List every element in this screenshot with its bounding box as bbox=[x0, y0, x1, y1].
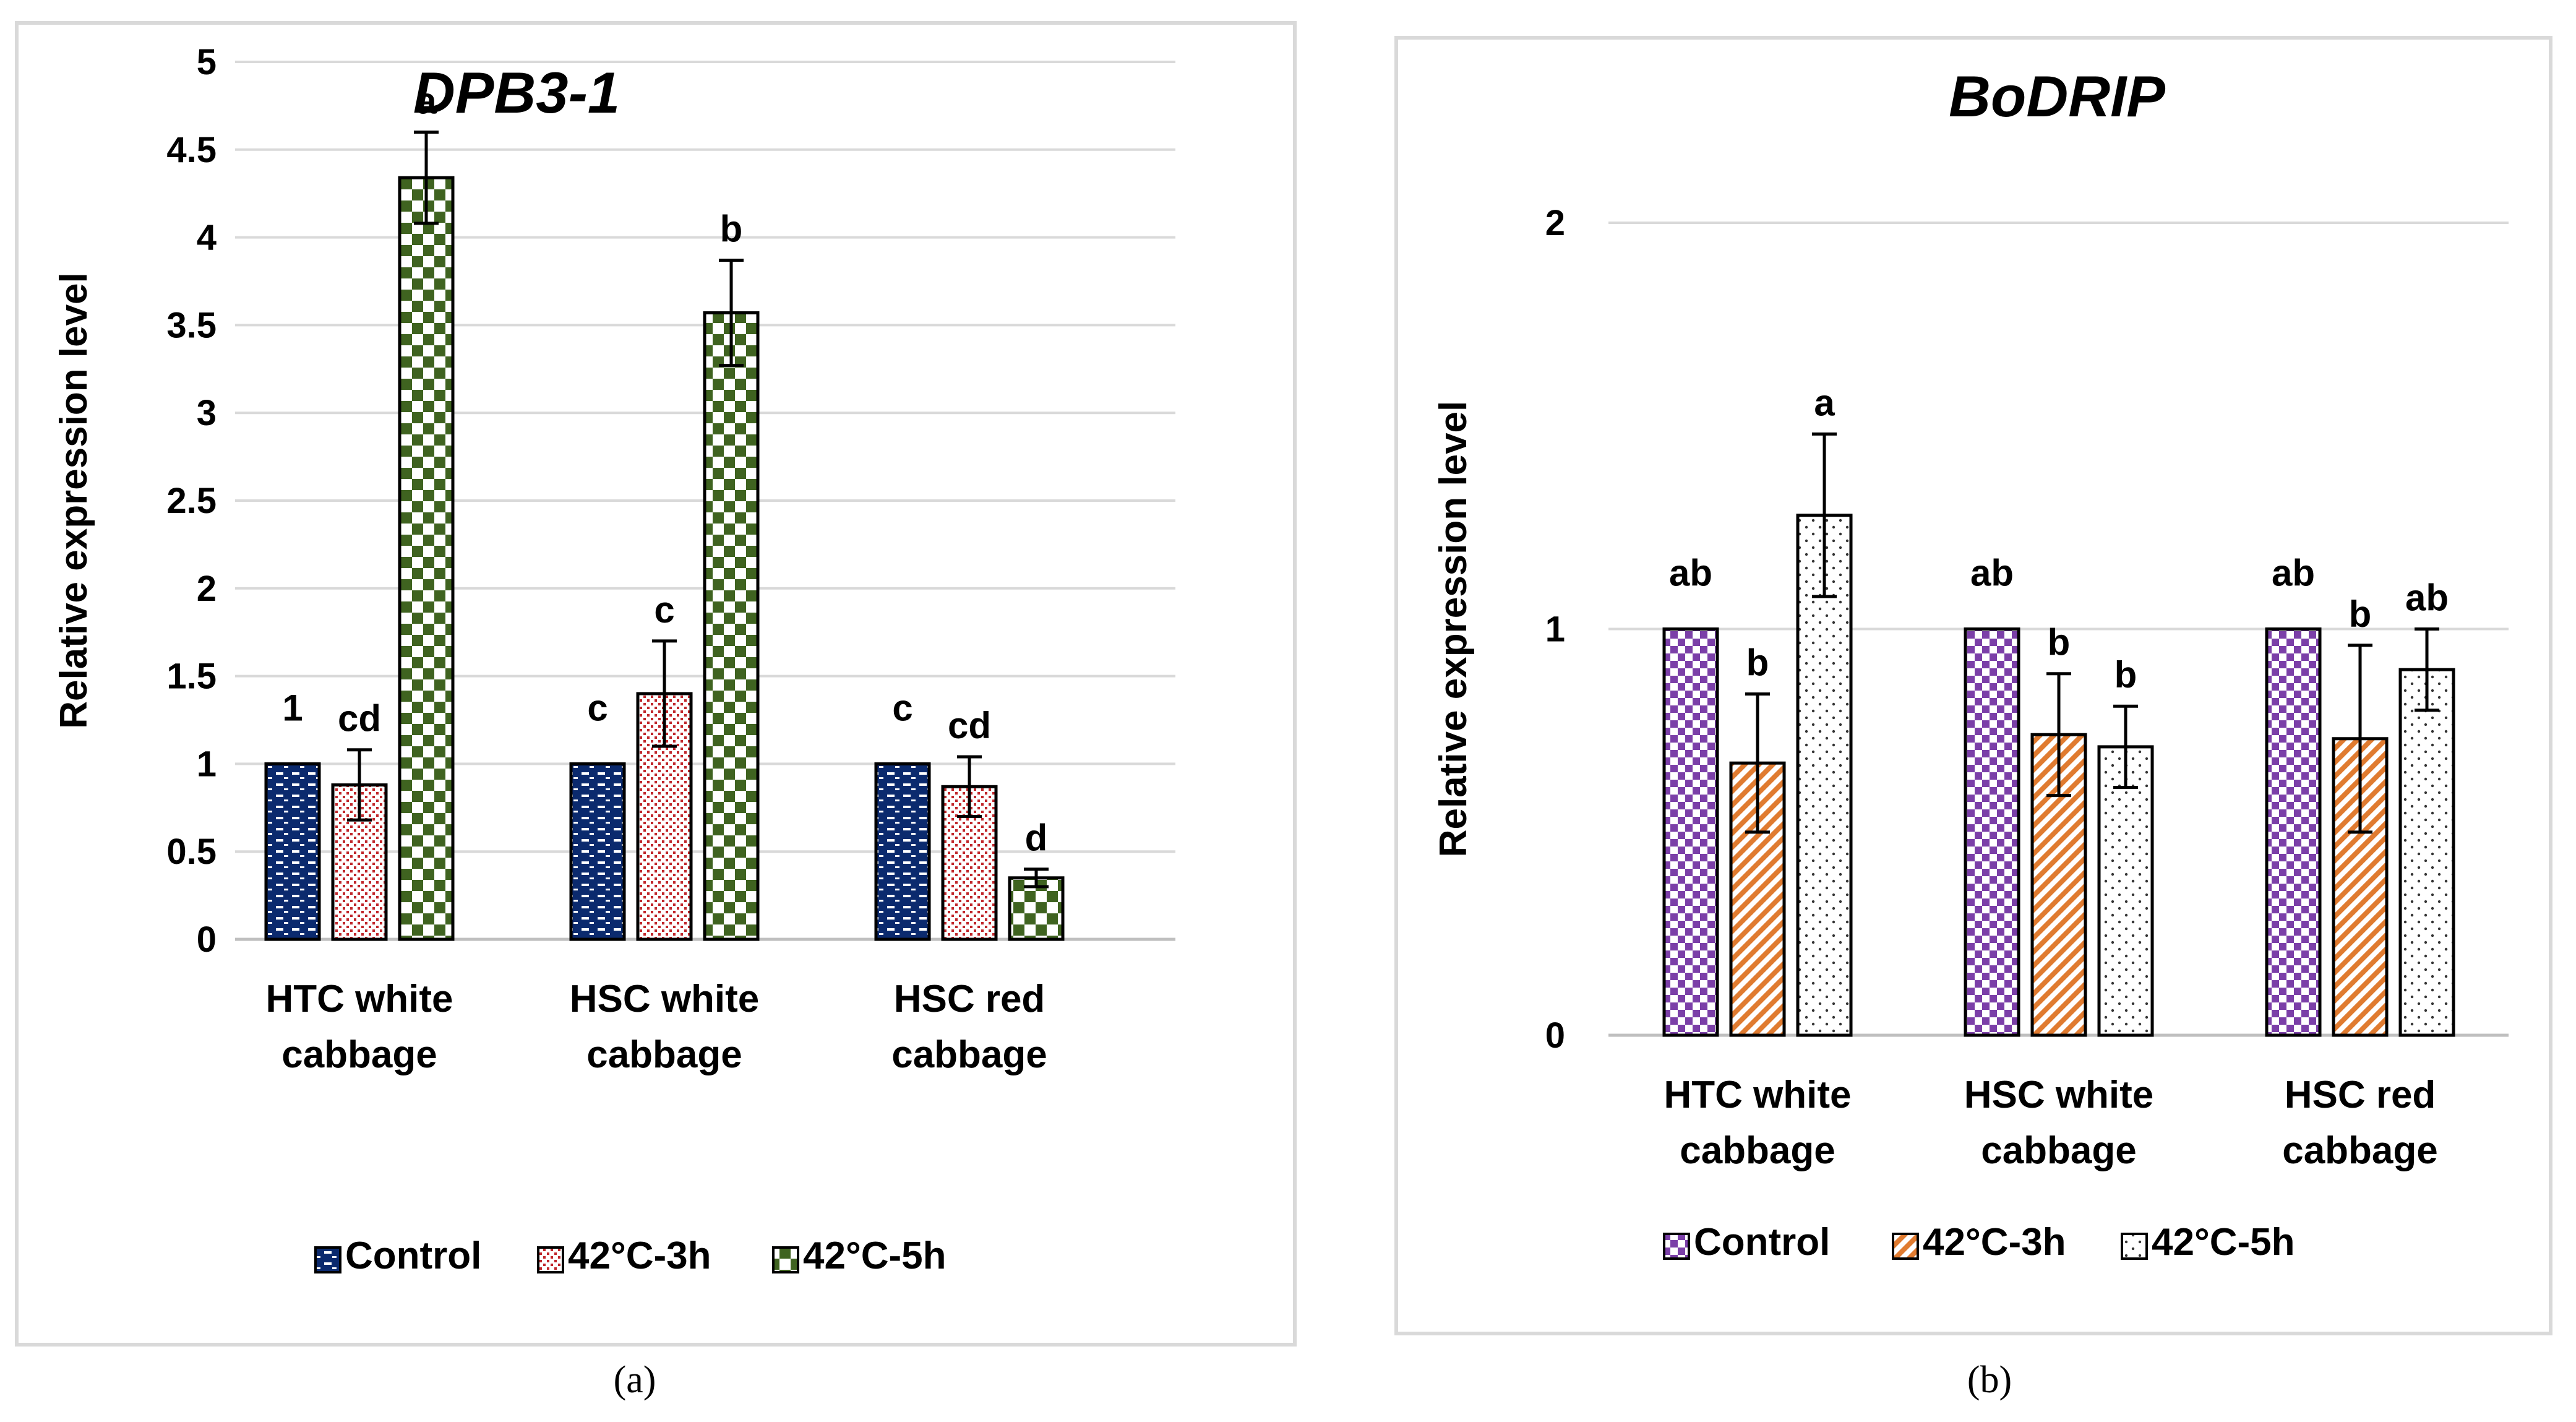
significance-label: 1 bbox=[282, 687, 303, 728]
significance-label: b bbox=[1746, 642, 1769, 684]
y-tick-label: 3 bbox=[197, 393, 217, 433]
y-tick-label: 0.5 bbox=[166, 832, 217, 872]
significance-label: ab bbox=[2405, 577, 2449, 619]
legend-label: Control bbox=[345, 1235, 481, 1277]
x-tick-label: HSC red bbox=[2285, 1074, 2436, 1116]
bar bbox=[1796, 514, 1853, 1037]
y-tick-label: 3.5 bbox=[166, 305, 217, 345]
x-tick-label: cabbage bbox=[1981, 1129, 2137, 1172]
x-tick-label: HSC red bbox=[894, 978, 1045, 1020]
x-tick-label: HSC white bbox=[1964, 1074, 2154, 1116]
chart-frame-a bbox=[15, 21, 1297, 1347]
legend-swatch bbox=[314, 1246, 341, 1273]
significance-label: c bbox=[892, 687, 912, 728]
x-tick-label: cabbage bbox=[891, 1033, 1047, 1076]
significance-label: b bbox=[2048, 622, 2071, 663]
significance-label: ab bbox=[1669, 553, 1712, 594]
legend-swatch bbox=[772, 1246, 799, 1273]
bar bbox=[569, 762, 626, 941]
significance-label: b bbox=[2114, 654, 2137, 696]
y-tick-label: 4.5 bbox=[166, 130, 217, 170]
significance-label: ab bbox=[2272, 553, 2315, 594]
bar bbox=[703, 311, 760, 941]
legend-label: 42°C-3h bbox=[568, 1235, 711, 1277]
significance-label: cd bbox=[338, 698, 381, 739]
significance-label: d bbox=[1025, 817, 1048, 859]
caption-a: (a) bbox=[613, 1359, 656, 1401]
x-tick-label: cabbage bbox=[586, 1033, 742, 1076]
legend-swatch bbox=[1892, 1233, 1919, 1260]
y-tick-label: 5 bbox=[197, 42, 217, 82]
y-tick-label: 0 bbox=[197, 920, 217, 960]
y-tick-label: 1.5 bbox=[166, 657, 217, 697]
legend-label: 42°C-3h bbox=[1923, 1221, 2066, 1264]
legend-label: Control bbox=[1694, 1221, 1830, 1264]
bar bbox=[398, 176, 455, 941]
chart-title: DPB3-1 bbox=[413, 60, 620, 125]
caption-b: (b) bbox=[1967, 1359, 2012, 1401]
bar bbox=[264, 762, 321, 941]
bar bbox=[874, 762, 931, 941]
significance-label: ab bbox=[1970, 553, 2014, 594]
x-tick-label: HSC white bbox=[570, 978, 760, 1020]
y-tick-label: 2 bbox=[197, 569, 217, 609]
y-tick-label: 2.5 bbox=[166, 481, 217, 521]
y-axis-title: Relative expression level bbox=[1432, 401, 1475, 858]
significance-label: a bbox=[416, 80, 437, 121]
bar bbox=[1008, 876, 1065, 941]
y-tick-label: 1 bbox=[1545, 610, 1565, 650]
x-tick-label: cabbage bbox=[281, 1033, 437, 1076]
legend-label: 42°C-5h bbox=[2152, 1221, 2295, 1264]
y-tick-label: 1 bbox=[197, 744, 217, 784]
bar bbox=[941, 785, 998, 941]
y-tick-label: 2 bbox=[1545, 203, 1565, 243]
x-tick-label: HTC white bbox=[265, 978, 453, 1020]
bar bbox=[2265, 627, 2322, 1037]
bar bbox=[1662, 627, 1719, 1037]
x-tick-label: HTC white bbox=[1664, 1074, 1851, 1116]
significance-label: a bbox=[1814, 382, 1835, 423]
legend-swatch bbox=[2121, 1233, 2148, 1260]
significance-label: c bbox=[654, 589, 674, 631]
significance-label: b bbox=[2349, 593, 2372, 635]
legend-label: 42°C-5h bbox=[803, 1235, 947, 1277]
x-tick-label: cabbage bbox=[1680, 1129, 1835, 1172]
significance-label: c bbox=[587, 687, 608, 728]
x-tick-label: cabbage bbox=[2282, 1129, 2438, 1172]
chart-title: BoDRIP bbox=[1949, 64, 2165, 129]
bar bbox=[1964, 627, 2020, 1037]
significance-label: cd bbox=[948, 705, 991, 746]
bar bbox=[2398, 668, 2455, 1037]
bar bbox=[2097, 745, 2154, 1037]
y-tick-label: 0 bbox=[1545, 1015, 1565, 1056]
chart-a: 0 0.5 1 1.5 2 2.5 3 3.5 4 4.5 5 Relative expression… bbox=[53, 42, 1175, 1277]
legend-swatch bbox=[1663, 1233, 1690, 1260]
y-axis-title: Relative expression level bbox=[53, 272, 95, 729]
legend-swatch bbox=[537, 1246, 564, 1273]
significance-label: b bbox=[720, 208, 743, 249]
y-tick-label: 4 bbox=[197, 218, 217, 258]
